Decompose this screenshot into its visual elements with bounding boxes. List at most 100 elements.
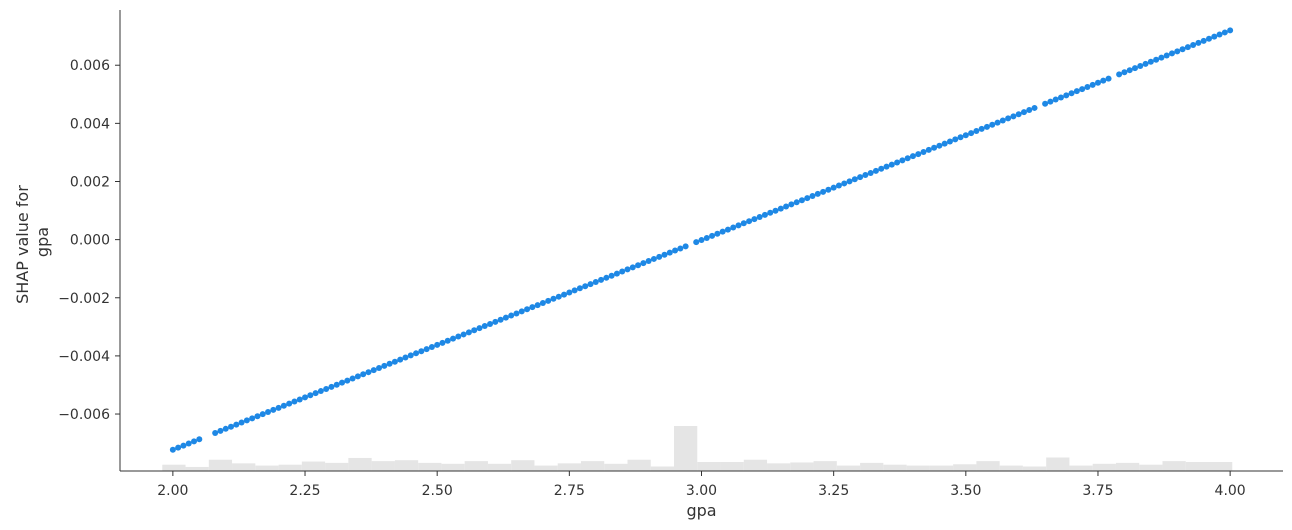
histogram-bar: [325, 462, 349, 471]
data-point: [302, 394, 309, 401]
y-tick-label: 0.006: [70, 58, 110, 74]
data-point: [481, 323, 488, 330]
histogram-bar: [1115, 462, 1140, 471]
data-point: [492, 318, 499, 325]
data-point: [249, 415, 256, 422]
data-point: [376, 364, 383, 371]
histogram-bar: [1092, 463, 1116, 471]
data-point: [280, 402, 287, 409]
data-point: [212, 430, 219, 436]
data-point: [592, 279, 599, 286]
data-point: [1015, 111, 1022, 118]
data-point: [513, 310, 520, 317]
data-point: [1026, 107, 1033, 114]
data-point: [180, 442, 187, 449]
data-point: [444, 337, 451, 344]
data-point: [783, 203, 790, 210]
data-point: [1174, 48, 1181, 55]
y-tick-label: −0.002: [58, 291, 110, 307]
data-point: [233, 421, 240, 428]
data-point: [968, 130, 975, 137]
data-point: [333, 381, 340, 388]
histogram-bar: [487, 463, 512, 471]
data-point: [191, 438, 198, 445]
data-point: [994, 119, 1001, 126]
data-point: [328, 383, 335, 390]
data-point: [899, 157, 906, 164]
data-point: [217, 427, 224, 434]
data-point: [888, 161, 895, 168]
histogram-bar: [348, 457, 372, 471]
histogram-bar: [418, 462, 442, 471]
histogram-bar: [999, 465, 1023, 471]
y-tick-label: −0.004: [58, 349, 110, 365]
histogram-bar: [697, 462, 721, 471]
data-point: [243, 417, 250, 424]
data-point: [904, 155, 911, 162]
data-point: [1168, 50, 1175, 57]
data-point: [286, 400, 293, 407]
data-point: [407, 352, 414, 359]
data-point: [746, 218, 753, 225]
data-point: [751, 216, 758, 223]
data-point: [222, 425, 229, 432]
histogram-bar: [1208, 462, 1233, 471]
data-point: [1105, 75, 1112, 82]
data-point: [428, 344, 435, 351]
data-point: [265, 409, 272, 416]
data-point: [339, 379, 346, 386]
data-point: [1153, 56, 1160, 63]
histogram-bar: [232, 463, 256, 471]
data-point: [1216, 31, 1223, 38]
data-point: [814, 190, 821, 197]
data-point: [434, 341, 441, 348]
data-point: [1121, 69, 1128, 76]
data-point: [693, 239, 700, 246]
x-tick-label: 3.50: [950, 483, 981, 499]
data-point: [465, 329, 472, 336]
data-point: [487, 320, 494, 327]
data-point: [1179, 46, 1186, 53]
data-point: [1163, 52, 1170, 59]
data-point: [566, 289, 573, 296]
data-point: [909, 153, 916, 160]
data-point: [894, 159, 901, 166]
data-point: [941, 140, 948, 147]
histogram-bar: [767, 463, 791, 471]
data-point: [973, 128, 980, 135]
x-ticks: 2.00 2.25 2.50 2.75 3.00 3.25 3.50 3.75 4.00: [157, 471, 1246, 499]
data-point: [957, 134, 964, 141]
data-point: [1190, 42, 1197, 49]
data-point: [1068, 90, 1075, 97]
data-point: [365, 369, 372, 376]
data-point: [661, 251, 668, 258]
data-point: [703, 234, 710, 241]
data-point: [793, 199, 800, 206]
data-point: [830, 184, 837, 191]
data-point: [1200, 37, 1207, 44]
y-ticks: −0.006 −0.004 −0.002 0.000 0.002 0.004 0.006: [58, 58, 120, 423]
data-point: [1089, 81, 1096, 88]
x-tick-label: 4.00: [1215, 483, 1246, 499]
data-point: [386, 360, 393, 367]
data-point: [450, 335, 457, 342]
x-axis-title: gpa: [686, 501, 716, 520]
data-point: [1184, 44, 1191, 51]
data-point: [867, 169, 874, 176]
data-point: [455, 333, 462, 340]
data-point: [1010, 113, 1017, 120]
data-point: [254, 413, 261, 420]
data-point: [534, 302, 541, 309]
data-point: [846, 178, 853, 185]
data-point: [862, 172, 869, 179]
y-axis-title-line-1: SHAP value for: [13, 185, 32, 304]
data-point: [317, 388, 324, 395]
data-point: [1063, 92, 1070, 99]
data-point: [1079, 86, 1086, 93]
histogram-bar: [627, 459, 651, 471]
data-point: [946, 138, 953, 145]
data-point: [391, 358, 398, 365]
data-point: [175, 444, 182, 451]
histogram-layer: [162, 426, 1233, 471]
